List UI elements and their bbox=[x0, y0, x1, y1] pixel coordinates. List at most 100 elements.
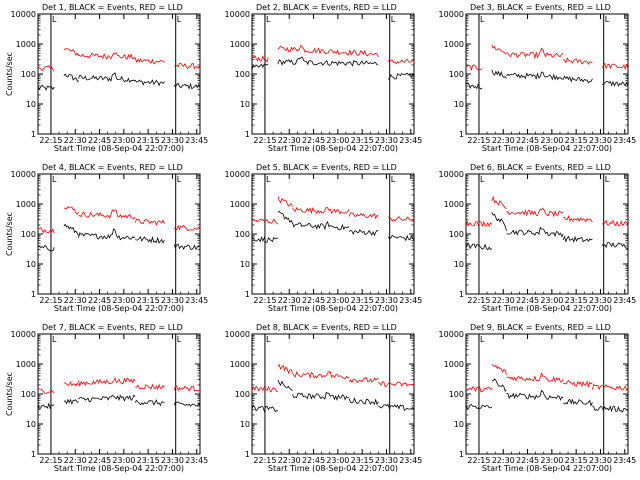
x-axis-label: Start Time (08-Sep-04 22:07:00) bbox=[268, 304, 398, 313]
y-tick-label: 1000 bbox=[444, 360, 464, 369]
events-series-line bbox=[37, 72, 201, 91]
y-tick-label: 10 bbox=[26, 100, 36, 109]
y-tick-label: 1000 bbox=[444, 40, 464, 49]
time-marker-label: L bbox=[605, 15, 610, 24]
y-tick-label: 10 bbox=[240, 100, 250, 109]
x-tick-label: 23:00 bbox=[112, 456, 135, 465]
x-tick-label: 22:45 bbox=[88, 456, 111, 465]
x-tick-label: 23:45 bbox=[185, 136, 208, 145]
y-tick-label: 1000 bbox=[16, 360, 36, 369]
x-tick-label: 23:15 bbox=[565, 296, 588, 305]
x-tick-label: 23:00 bbox=[326, 296, 349, 305]
x-axis-label: Start Time (08-Sep-04 22:07:00) bbox=[482, 464, 612, 473]
x-tick-label: 23:45 bbox=[185, 296, 208, 305]
x-tick-label: 23:30 bbox=[161, 136, 184, 145]
x-tick-label: 23:45 bbox=[399, 296, 422, 305]
y-tick-label: 100 bbox=[449, 390, 464, 399]
x-tick-label: 22:15 bbox=[467, 456, 490, 465]
x-tick-label: 23:00 bbox=[326, 136, 349, 145]
plot-title: Det 7, BLACK = Events, RED = LLD bbox=[42, 323, 183, 332]
y-axis-label: Counts/sec bbox=[5, 372, 14, 416]
y-tick-label: 100 bbox=[21, 70, 36, 79]
x-tick-label: 23:15 bbox=[137, 456, 160, 465]
time-marker-label: L bbox=[266, 15, 271, 24]
x-tick-label: 22:15 bbox=[467, 296, 490, 305]
time-marker-label: L bbox=[177, 15, 182, 24]
y-tick-label: 10000 bbox=[439, 170, 464, 179]
events-series-line bbox=[37, 394, 201, 410]
y-tick-label: 1 bbox=[31, 290, 36, 299]
plot-panel-6: Det 6, BLACK = Events, RED = LLD 1 10 100 10… bbox=[439, 163, 637, 313]
x-tick-label: 23:30 bbox=[161, 296, 184, 305]
y-tick-label: 10 bbox=[454, 260, 464, 269]
time-marker-label: L bbox=[266, 335, 271, 344]
x-tick-label: 23:30 bbox=[589, 296, 612, 305]
events-series-line bbox=[465, 69, 629, 90]
y-axis-label: Counts/sec bbox=[5, 212, 14, 256]
x-tick-label: 22:45 bbox=[88, 296, 111, 305]
x-tick-label: 22:30 bbox=[492, 296, 515, 305]
y-tick-label: 10000 bbox=[225, 10, 250, 19]
x-tick-label: 23:30 bbox=[375, 456, 398, 465]
time-marker-label: L bbox=[480, 15, 485, 24]
y-tick-label: 1 bbox=[459, 450, 464, 459]
lld-series-line bbox=[465, 195, 629, 228]
x-axis-label: Start Time (08-Sep-04 22:07:00) bbox=[268, 144, 398, 153]
y-tick-label: 10000 bbox=[439, 10, 464, 19]
x-tick-label: 23:45 bbox=[613, 456, 636, 465]
plot-title: Det 3, BLACK = Events, RED = LLD bbox=[470, 3, 611, 12]
plot-panel-3: Det 3, BLACK = Events, RED = LLD 1 10 100 10… bbox=[439, 3, 637, 153]
x-tick-label: 22:15 bbox=[253, 296, 276, 305]
plot-panel-9: Det 9, BLACK = Events, RED = LLD 1 10 100 10… bbox=[439, 323, 637, 473]
time-marker-label: L bbox=[391, 335, 396, 344]
y-tick-label: 10 bbox=[454, 420, 464, 429]
x-tick-label: 22:45 bbox=[302, 456, 325, 465]
plot-title: Det 5, BLACK = Events, RED = LLD bbox=[256, 163, 397, 172]
x-tick-label: 23:00 bbox=[540, 296, 563, 305]
x-tick-label: 23:45 bbox=[399, 456, 422, 465]
time-marker-label: L bbox=[391, 15, 396, 24]
y-tick-label: 100 bbox=[21, 230, 36, 239]
x-tick-label: 23:45 bbox=[613, 136, 636, 145]
y-tick-label: 100 bbox=[21, 390, 36, 399]
x-tick-label: 23:15 bbox=[351, 456, 374, 465]
y-tick-label: 100 bbox=[449, 230, 464, 239]
y-tick-label: 1000 bbox=[230, 40, 250, 49]
lld-series-line bbox=[251, 44, 415, 65]
y-tick-label: 100 bbox=[449, 70, 464, 79]
y-tick-label: 1000 bbox=[16, 200, 36, 209]
time-marker-label: L bbox=[266, 175, 271, 184]
y-tick-label: 1 bbox=[31, 130, 36, 139]
time-marker-label: L bbox=[480, 175, 485, 184]
y-axis-label: Counts/sec bbox=[5, 52, 14, 96]
x-tick-label: 23:15 bbox=[351, 296, 374, 305]
x-tick-label: 22:15 bbox=[39, 456, 62, 465]
x-axis-label: Start Time (08-Sep-04 22:07:00) bbox=[482, 144, 612, 153]
x-tick-label: 22:15 bbox=[39, 136, 62, 145]
x-axis-label: Start Time (08-Sep-04 22:07:00) bbox=[54, 304, 184, 313]
time-marker-label: L bbox=[52, 15, 57, 24]
plot-title: Det 9, BLACK = Events, RED = LLD bbox=[470, 323, 611, 332]
y-tick-label: 10 bbox=[240, 420, 250, 429]
events-series-line bbox=[251, 210, 415, 243]
x-tick-label: 22:45 bbox=[516, 136, 539, 145]
y-tick-label: 10000 bbox=[11, 10, 36, 19]
y-tick-label: 1 bbox=[245, 290, 250, 299]
plot-title: Det 6, BLACK = Events, RED = LLD bbox=[470, 163, 611, 172]
lld-series-line bbox=[251, 196, 415, 225]
y-tick-label: 1 bbox=[459, 130, 464, 139]
events-series-line bbox=[251, 379, 415, 413]
plot-title: Det 4, BLACK = Events, RED = LLD bbox=[42, 163, 183, 172]
time-marker-label: L bbox=[177, 175, 182, 184]
time-marker-label: L bbox=[391, 175, 396, 184]
lld-series-line bbox=[465, 44, 629, 72]
x-tick-label: 22:30 bbox=[64, 136, 87, 145]
x-tick-label: 22:30 bbox=[278, 456, 301, 465]
x-tick-label: 22:30 bbox=[492, 136, 515, 145]
x-tick-label: 22:45 bbox=[302, 296, 325, 305]
x-tick-label: 23:30 bbox=[375, 136, 398, 145]
x-tick-label: 22:15 bbox=[253, 456, 276, 465]
x-tick-label: 23:30 bbox=[589, 456, 612, 465]
plot-panel-5: Det 5, BLACK = Events, RED = LLD 1 10 100 10… bbox=[225, 163, 423, 313]
y-tick-label: 10 bbox=[454, 100, 464, 109]
